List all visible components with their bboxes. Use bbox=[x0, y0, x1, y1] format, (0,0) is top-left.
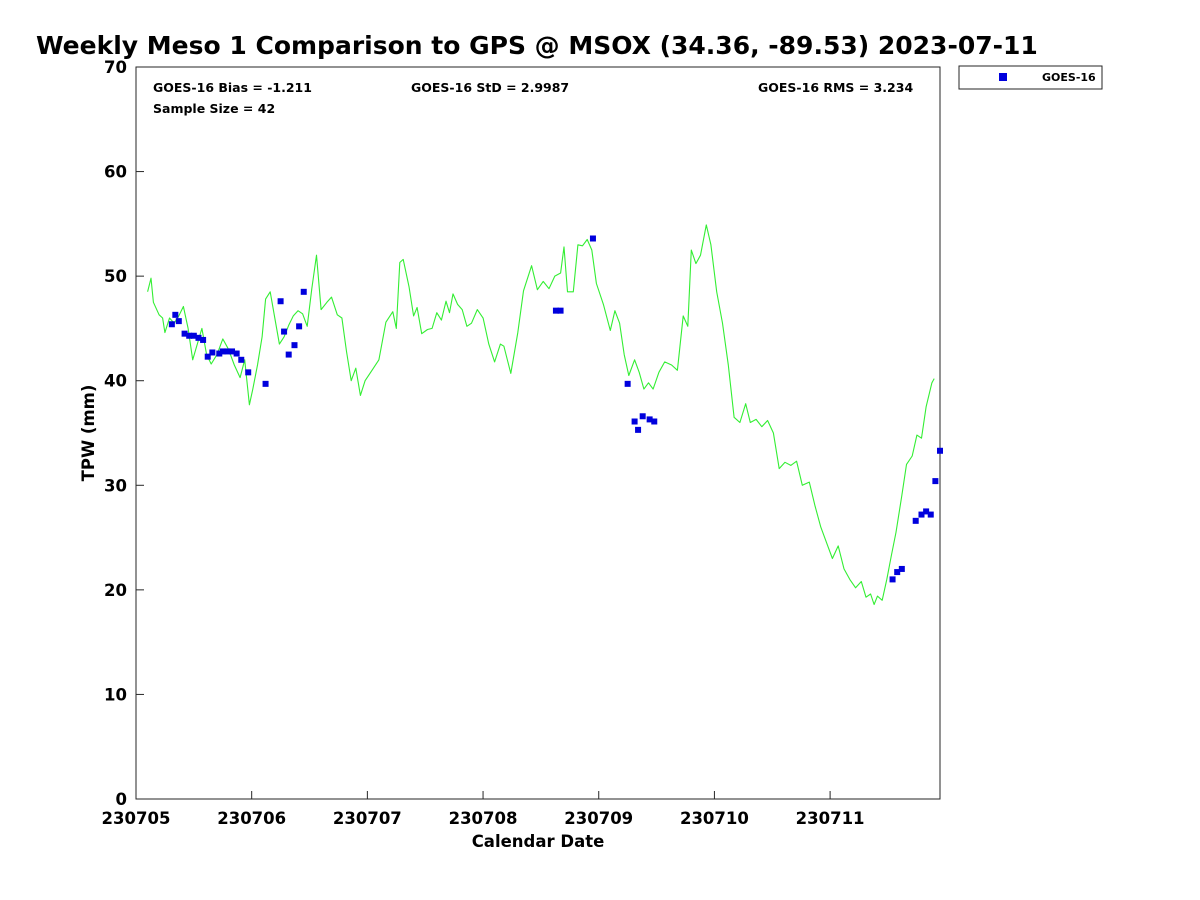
goes16-point bbox=[291, 342, 298, 349]
goes16-point bbox=[209, 349, 216, 356]
goes16-point bbox=[589, 235, 596, 242]
y-tick-label: 30 bbox=[104, 476, 127, 495]
goes16-point bbox=[216, 350, 223, 357]
goes16-points-layer bbox=[168, 235, 943, 583]
chart-title: Weekly Meso 1 Comparison to GPS @ MSOX (… bbox=[36, 31, 1038, 60]
goes16-point bbox=[894, 569, 901, 576]
goes16-point bbox=[229, 348, 236, 355]
goes16-point bbox=[912, 517, 919, 524]
goes16-point bbox=[927, 511, 934, 518]
stat-rms: GOES-16 RMS = 3.234 bbox=[758, 80, 913, 95]
goes16-point bbox=[923, 508, 930, 515]
goes16-point bbox=[200, 336, 207, 343]
x-tick-label: 230705 bbox=[102, 809, 171, 828]
y-tick-label: 0 bbox=[116, 790, 127, 809]
goes16-point bbox=[168, 321, 175, 328]
gps-line-layer bbox=[147, 224, 935, 606]
goes16-point bbox=[190, 332, 197, 339]
legend-box bbox=[958, 65, 1103, 90]
y-tick-label: 60 bbox=[104, 163, 127, 182]
goes16-point bbox=[172, 311, 179, 318]
goes16-point bbox=[204, 353, 211, 360]
gps-series-line bbox=[147, 224, 935, 606]
y-tick-label: 10 bbox=[104, 685, 127, 704]
goes16-point bbox=[898, 565, 905, 572]
goes16-point bbox=[624, 380, 631, 387]
goes16-point bbox=[639, 413, 646, 420]
goes16-point bbox=[889, 576, 896, 583]
goes16-point bbox=[219, 348, 226, 355]
goes16-point bbox=[281, 328, 288, 335]
goes16-point bbox=[181, 330, 188, 337]
x-axis-label: Calendar Date bbox=[472, 832, 605, 851]
legend-goes16-marker bbox=[999, 73, 1007, 81]
x-tick-label: 230706 bbox=[217, 809, 286, 828]
x-tick-label: 230708 bbox=[449, 809, 518, 828]
goes16-point bbox=[245, 369, 252, 376]
stat-sample-size: Sample Size = 42 bbox=[153, 101, 275, 116]
y-tick-label: 40 bbox=[104, 372, 127, 391]
stat-std: GOES-16 StD = 2.9987 bbox=[411, 80, 569, 95]
plot-frame bbox=[135, 66, 941, 800]
goes16-point bbox=[635, 426, 642, 433]
goes16-point bbox=[285, 351, 292, 358]
legend: GOES-16 bbox=[958, 65, 1103, 90]
x-axis: 230705 230706 230707 230708 230709 230710 2307… bbox=[102, 791, 865, 828]
y-tick-label: 70 bbox=[104, 58, 127, 77]
goes16-point bbox=[552, 307, 559, 314]
y-tick-label: 50 bbox=[104, 267, 127, 286]
y-axis: 0 10 20 30 40 50 60 70 bbox=[104, 58, 144, 809]
goes16-point bbox=[646, 416, 653, 423]
goes16-point bbox=[195, 334, 202, 341]
goes16-point bbox=[631, 418, 638, 425]
goes16-point bbox=[651, 418, 658, 425]
goes16-point bbox=[186, 332, 193, 339]
x-tick-label: 230707 bbox=[333, 809, 402, 828]
goes16-point bbox=[233, 350, 240, 357]
x-tick-label: 230710 bbox=[680, 809, 749, 828]
legend-goes16-label: GOES-16 bbox=[1042, 71, 1096, 84]
goes16-point bbox=[918, 511, 925, 518]
x-tick-label: 230711 bbox=[796, 809, 865, 828]
plot-area bbox=[135, 66, 941, 800]
x-tick-label: 230709 bbox=[564, 809, 633, 828]
goes16-point bbox=[224, 348, 231, 355]
goes16-point bbox=[300, 288, 307, 295]
goes16-point bbox=[937, 447, 943, 454]
goes16-point bbox=[277, 298, 284, 305]
y-tick-label: 20 bbox=[104, 581, 127, 600]
goes16-point bbox=[932, 478, 939, 485]
goes16-point bbox=[238, 356, 245, 363]
goes16-point bbox=[175, 318, 182, 325]
stat-bias: GOES-16 Bias = -1.211 bbox=[153, 80, 312, 95]
goes16-point bbox=[557, 307, 564, 314]
goes16-point bbox=[262, 380, 269, 387]
y-axis-label: TPW (mm) bbox=[79, 385, 98, 482]
goes16-point bbox=[296, 323, 303, 330]
